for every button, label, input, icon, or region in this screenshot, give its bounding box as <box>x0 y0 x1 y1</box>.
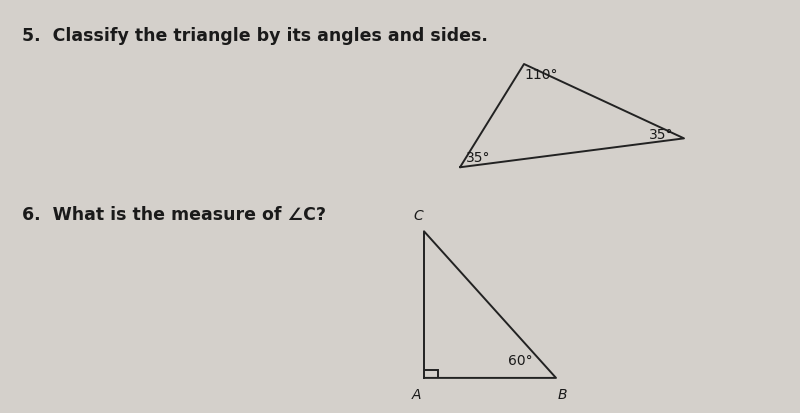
Text: B: B <box>558 388 567 402</box>
Text: A: A <box>412 388 422 402</box>
Text: C: C <box>414 209 423 223</box>
Text: 110°: 110° <box>525 68 558 82</box>
Text: 35°: 35° <box>466 151 490 165</box>
Text: 35°: 35° <box>649 128 674 142</box>
Text: 5.  Classify the triangle by its angles and sides.: 5. Classify the triangle by its angles a… <box>22 27 488 45</box>
Text: 6.  What is the measure of ∠C?: 6. What is the measure of ∠C? <box>22 206 326 225</box>
Text: 60°: 60° <box>508 354 533 368</box>
